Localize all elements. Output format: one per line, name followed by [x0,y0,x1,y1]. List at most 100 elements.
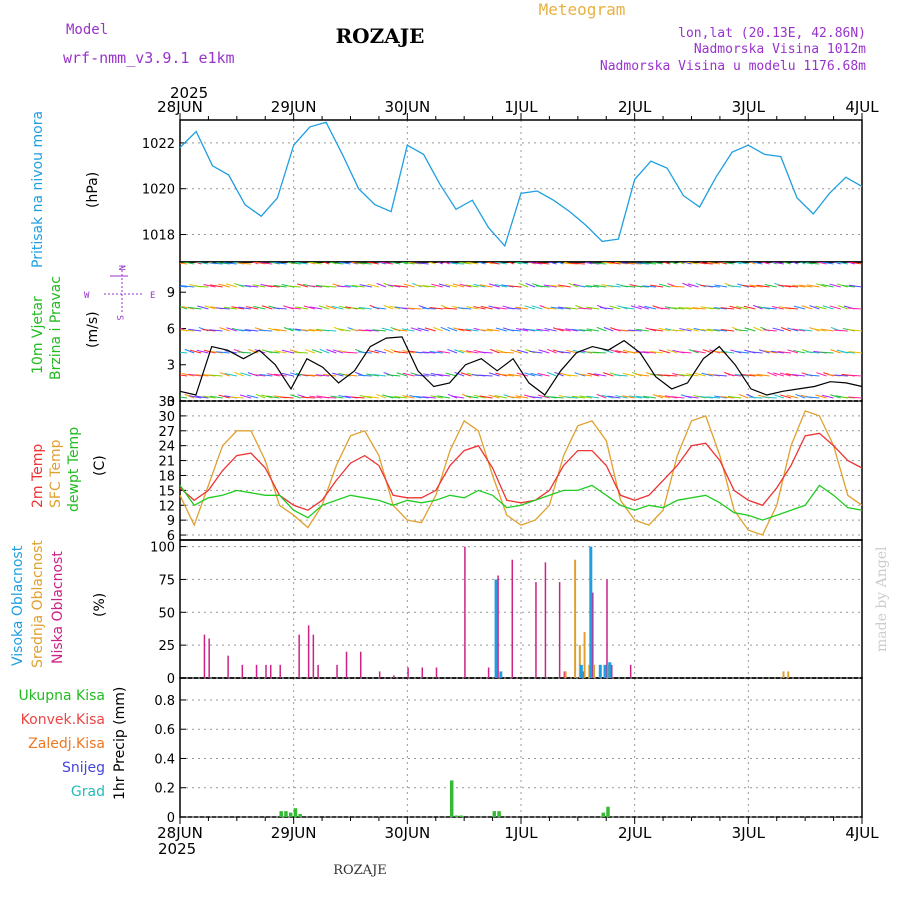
wind-barb [180,285,188,288]
wind-barb [358,262,372,265]
wind-barb [793,349,806,354]
wind-barb [507,285,522,288]
wind-barb [422,396,436,399]
wind-barb [357,374,372,377]
wind-barb [727,374,742,377]
wind-barb [180,375,181,376]
wind-barb [507,307,522,310]
wind-barb [848,351,862,354]
wind-barb [478,374,493,377]
precip-bar [449,780,454,817]
wind-barb [447,348,458,354]
wind-barb [848,396,862,399]
wind-barb [337,262,351,265]
wind-barb [358,306,372,310]
time-label-top: 2JUL [618,98,652,116]
wind-barb [231,306,245,310]
wind-ylabel1: 10m Vjetar [30,296,46,374]
wind-barb [848,307,862,310]
wind-barb [466,306,479,310]
wind-barb [180,263,181,264]
wind-barb [513,262,522,265]
wind-barb [296,283,309,288]
low-cloud-bar [279,664,281,678]
wind-barb [763,307,777,310]
wind-barb [650,373,664,377]
wind-barb [835,262,848,265]
wind-barb [387,262,401,265]
wind-barb [621,306,635,310]
mid-cloud-bar [782,671,785,678]
wind-barb [841,284,855,288]
wind-barb [650,262,664,265]
wind-barb [322,373,337,377]
precip-tick-label: 0.2 [154,782,175,797]
wind-barb [315,374,330,377]
wind-barb [180,351,188,354]
wind-barb [716,262,728,265]
wind-barb [550,306,564,310]
wind-barb [380,262,394,265]
wind-barb [630,305,642,310]
wind-barb [515,328,529,332]
wind-barb [771,305,784,310]
wind-barb [331,305,344,310]
low-cloud-bar [407,667,409,678]
mid-cloud-bar [593,664,596,678]
wind-barb [829,305,841,310]
wind-barb [494,394,507,399]
wind-barb [421,307,436,310]
wind-barb [253,305,266,310]
wind-barb [336,285,351,288]
wind-barb [738,393,749,399]
wind-barb [417,327,429,332]
time-label-top: 4JUL [845,98,879,116]
low-cloud-bar [241,664,244,678]
wind-barb [822,305,834,310]
wind-barb [510,349,522,354]
wind-barb [265,285,280,288]
lonlat-label: lon,lat (20.13E, 42.86N) [678,26,866,41]
precip-bar [298,814,302,817]
precip-bar [454,815,459,817]
wind-barb [793,305,806,310]
wind-barb [351,284,365,288]
wind-barb [473,306,486,310]
wind-barb [650,284,664,288]
wind-barb [781,262,792,265]
wind-barb [465,395,479,399]
precip-bar [606,806,610,817]
wind-barb [507,373,522,377]
wind-barb [627,262,642,265]
wind-barb [706,328,720,332]
wind-barb [436,262,444,265]
pressure-tick-label: 1018 [142,229,175,244]
wind-barb [528,329,543,332]
wind-ylabel2: Brzina i Pravac [48,276,64,380]
wind-barb [381,327,394,332]
precip-bar [279,811,283,817]
wind-barb [687,283,699,288]
wind-barb [372,374,387,377]
wind-barb [396,372,408,377]
wind-barb [515,262,529,265]
low-cloud-bar [203,634,206,678]
time-label-bottom: 28JUN [157,824,203,842]
low-cloud-bar [629,664,632,678]
wind-barb [225,283,237,288]
wind-barb [627,329,642,332]
wind-barb [668,262,678,265]
precip-frame [179,677,863,818]
low-cloud-bar [208,638,210,678]
wind-barb [614,374,628,377]
temp-ylabel3: dewpt Temp [66,427,82,512]
low-cloud-bar [497,575,499,678]
temp-tick-label: 6 [167,529,175,544]
sfc-temp-line [179,410,863,536]
low-cloud-bar [269,664,272,678]
wind-barb [813,328,827,332]
wind-barb [714,395,728,399]
wind-barb [529,350,543,354]
wind-barb [237,351,252,354]
low-cloud-bar [227,655,229,678]
